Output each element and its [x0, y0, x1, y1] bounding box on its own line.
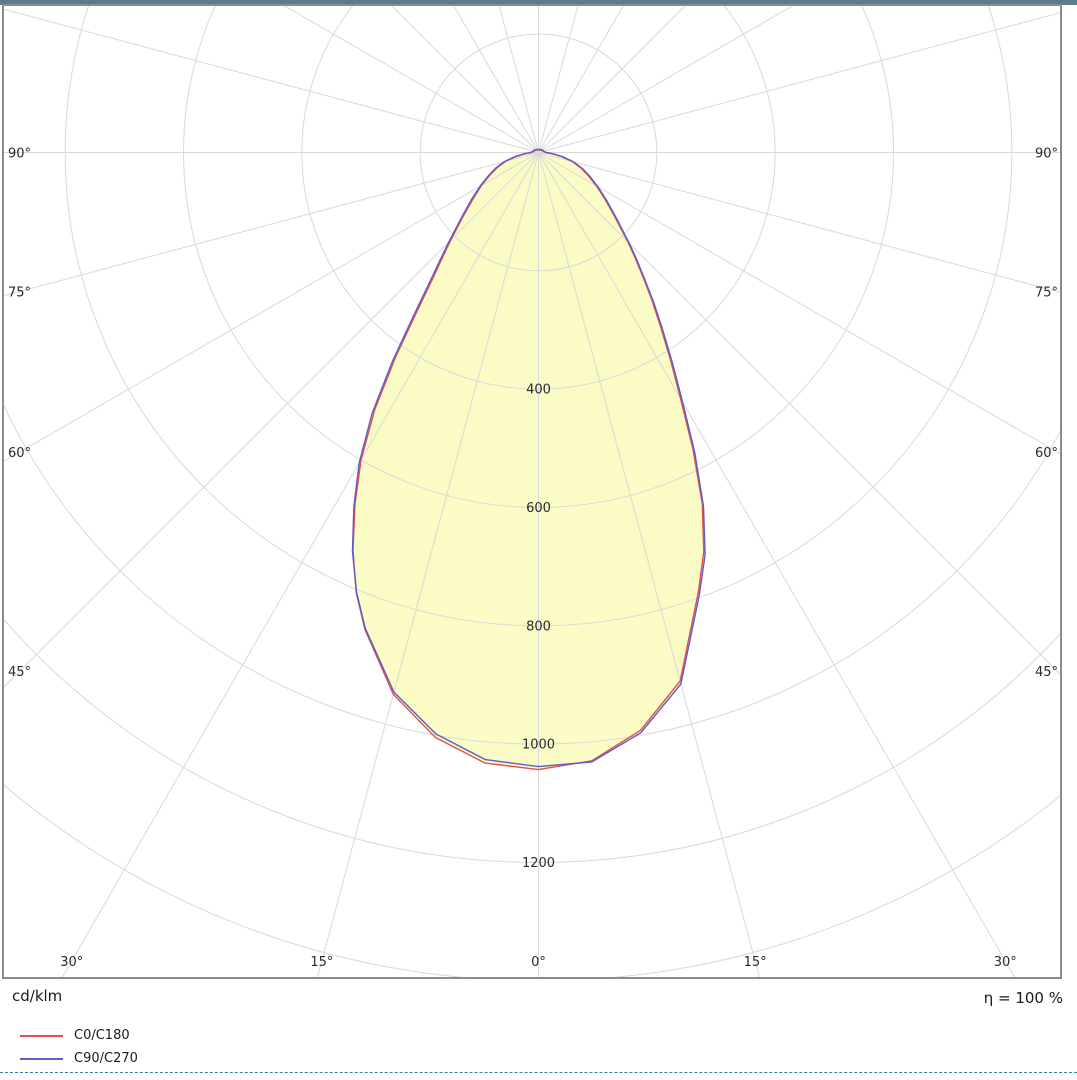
angle-tick-labels: 0° 15° 15° 30° 30° 45° 45° 60° 60° 75° 75° 90° 90° — [8, 147, 1058, 971]
c0-legend-label: C0/C180 — [74, 1028, 130, 1043]
intensity-curves — [351, 148, 706, 771]
svg-text:15°: 15° — [744, 955, 767, 970]
efficiency-label: η = 100 % — [983, 989, 1063, 1007]
legend-item-c0: C0/C180 — [20, 1024, 138, 1047]
svg-text:90°: 90° — [1035, 147, 1058, 162]
svg-text:60°: 60° — [1035, 446, 1058, 461]
svg-text:30°: 30° — [994, 955, 1017, 970]
svg-text:90°: 90° — [8, 147, 31, 162]
c0-line-swatch — [20, 1034, 63, 1037]
svg-text:30°: 30° — [60, 955, 83, 970]
svg-text:60°: 60° — [8, 446, 31, 461]
legend: C0/C180 C90/C270 — [20, 1024, 138, 1070]
bottom-separator-line — [0, 1072, 1077, 1073]
svg-text:1000: 1000 — [522, 738, 555, 753]
c90-line-swatch — [20, 1057, 63, 1060]
beam-fill — [352, 149, 706, 770]
radial-unit-label: cd/klm — [12, 987, 63, 1005]
legend-item-c90: C90/C270 — [20, 1047, 138, 1070]
c90-legend-label: C90/C270 — [74, 1051, 138, 1066]
svg-text:45°: 45° — [8, 665, 31, 680]
svg-text:75°: 75° — [1035, 285, 1058, 300]
radial-tick-labels: 400 600 800 1000 1200 — [522, 383, 555, 871]
curve-c90-c270 — [351, 148, 706, 768]
plot-border — [2, 4, 1062, 979]
svg-text:45°: 45° — [1035, 665, 1058, 680]
svg-text:400: 400 — [526, 383, 551, 398]
svg-text:800: 800 — [526, 619, 551, 634]
svg-text:75°: 75° — [8, 285, 31, 300]
top-bar — [0, 0, 1077, 5]
svg-text:1200: 1200 — [522, 856, 555, 871]
svg-text:0°: 0° — [531, 955, 546, 970]
svg-text:15°: 15° — [310, 955, 333, 970]
svg-text:600: 600 — [526, 501, 551, 516]
